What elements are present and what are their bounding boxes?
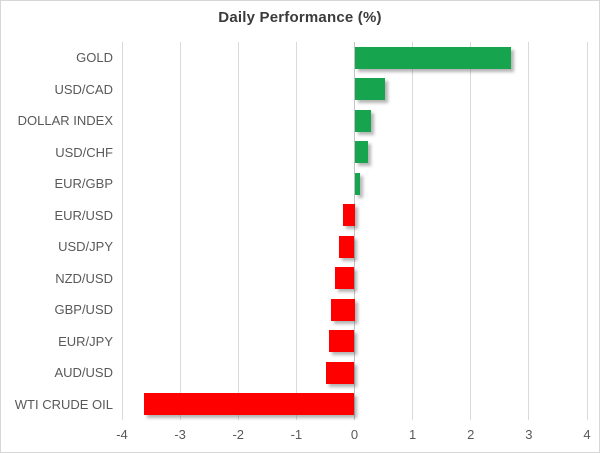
category-axis: GOLD USD/CAD DOLLAR INDEX USD/CHF EUR/GBP EUR… bbox=[1, 42, 113, 420]
bar bbox=[143, 393, 355, 416]
category-label: GOLD bbox=[76, 50, 113, 66]
category-label: GBP/USD bbox=[54, 302, 113, 318]
bar bbox=[338, 235, 355, 258]
bar bbox=[334, 267, 355, 290]
x-tick-label: -3 bbox=[174, 427, 186, 442]
category-label: WTI CRUDE OIL bbox=[14, 396, 113, 412]
x-tick-label: -2 bbox=[232, 427, 245, 442]
bar-row bbox=[122, 294, 587, 326]
bar-row bbox=[122, 74, 587, 106]
gridline bbox=[179, 42, 181, 420]
category-label: USD/CHF bbox=[55, 144, 113, 160]
bar bbox=[342, 204, 355, 227]
x-tick-label: 2 bbox=[467, 427, 475, 442]
bar bbox=[328, 330, 355, 353]
gridline bbox=[412, 42, 414, 420]
bar bbox=[331, 298, 355, 321]
category-label: DOLLAR INDEX bbox=[17, 113, 113, 129]
gridline bbox=[586, 42, 588, 420]
bar-row bbox=[122, 389, 587, 421]
bar bbox=[354, 141, 369, 164]
x-tick-label: 0 bbox=[350, 427, 359, 442]
bar bbox=[354, 46, 512, 69]
bar bbox=[354, 109, 371, 132]
gridline bbox=[121, 42, 123, 420]
x-tick-label: -1 bbox=[290, 427, 303, 442]
bar-row bbox=[122, 168, 587, 200]
category-label: USD/JPY bbox=[58, 239, 113, 255]
x-tick-label: 3 bbox=[525, 427, 533, 442]
bar-rows bbox=[122, 42, 587, 420]
category-label: EUR/USD bbox=[54, 207, 113, 223]
category-label: EUR/JPY bbox=[58, 333, 113, 349]
bar bbox=[326, 361, 355, 384]
plot-area bbox=[121, 42, 588, 420]
bar bbox=[354, 78, 386, 101]
x-tick-label: 4 bbox=[583, 427, 591, 442]
category-label: AUD/USD bbox=[54, 365, 113, 381]
gridline bbox=[237, 42, 239, 420]
bar-row bbox=[122, 357, 587, 389]
chart-title: Daily Performance (%) bbox=[218, 9, 382, 26]
bar bbox=[354, 172, 360, 195]
bar-row bbox=[122, 200, 587, 232]
gridline bbox=[528, 42, 530, 420]
x-tick-label: 1 bbox=[409, 427, 417, 442]
x-axis-ticks: -4 -3 -2 -1 0 1 2 3 4 bbox=[116, 427, 591, 447]
category-label: USD/CAD bbox=[54, 81, 113, 97]
x-tick-label: -4 bbox=[116, 427, 128, 442]
category-label: NZD/USD bbox=[55, 270, 113, 286]
bar-row bbox=[122, 326, 587, 358]
bar-row bbox=[122, 137, 587, 169]
category-label: EUR/GBP bbox=[54, 176, 113, 192]
bar-row bbox=[122, 263, 587, 295]
bar-row bbox=[122, 105, 587, 137]
bar-row bbox=[122, 42, 587, 74]
zero-axis-line bbox=[354, 42, 355, 420]
bar-row bbox=[122, 231, 587, 263]
gridline bbox=[470, 42, 472, 420]
gridline bbox=[295, 42, 297, 420]
